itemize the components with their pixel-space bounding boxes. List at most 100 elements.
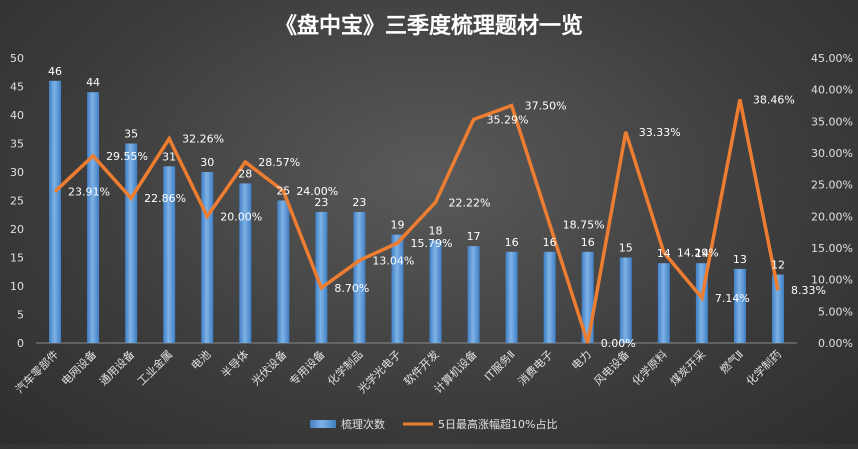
bar-value-label: 30 bbox=[200, 156, 214, 169]
y-right-tick-label: 35.00% bbox=[811, 115, 853, 128]
bar bbox=[125, 143, 138, 343]
category-label: 光伏设备 bbox=[248, 347, 289, 388]
bar bbox=[391, 234, 404, 343]
bar-value-label: 19 bbox=[390, 219, 404, 232]
y-right-tick-label: 5.00% bbox=[818, 305, 853, 318]
line-value-label: 23.91% bbox=[68, 186, 110, 199]
bar bbox=[201, 172, 214, 343]
category-label: 工业金属 bbox=[134, 347, 175, 388]
category-label: 煤炭开采 bbox=[668, 348, 708, 388]
category-label: 专用设备 bbox=[286, 347, 327, 388]
category-label: 风电设备 bbox=[591, 347, 632, 388]
bar bbox=[467, 246, 480, 343]
bar-value-label: 16 bbox=[581, 236, 595, 249]
line-value-label: 38.46% bbox=[753, 93, 795, 106]
bar bbox=[429, 240, 442, 343]
bar-value-label: 23 bbox=[314, 196, 328, 209]
y-right-tick-label: 45.00% bbox=[811, 52, 853, 65]
line-value-label: 28.57% bbox=[258, 156, 300, 169]
line-value-label: 18.75% bbox=[563, 218, 605, 231]
bar bbox=[353, 211, 366, 343]
legend-bar-label: 梳理次数 bbox=[341, 417, 385, 431]
bar bbox=[315, 211, 328, 343]
line-series bbox=[53, 99, 780, 344]
bar bbox=[49, 80, 62, 344]
y-right-tick-label: 25.00% bbox=[811, 179, 853, 192]
category-label: IT服务Ⅱ bbox=[482, 348, 518, 384]
line-value-label: 24.00% bbox=[296, 185, 338, 198]
legend: 梳理次数 5日最高涨幅超10%占比 bbox=[310, 417, 557, 431]
bar-value-label: 23 bbox=[352, 196, 366, 209]
y-left-tick-label: 5 bbox=[17, 309, 24, 322]
category-label: 半导体 bbox=[218, 347, 251, 380]
category-label: 电网设备 bbox=[58, 347, 99, 388]
bar-value-label: 13 bbox=[733, 253, 747, 266]
y-left-tick-label: 50 bbox=[10, 52, 24, 65]
line-value-label: 8.33% bbox=[791, 284, 826, 297]
bar-value-label: 15 bbox=[619, 242, 633, 255]
y-left-tick-label: 45 bbox=[10, 81, 24, 94]
bar-value-label: 12 bbox=[771, 259, 785, 272]
y-left-tick-label: 25 bbox=[10, 195, 24, 208]
bar bbox=[619, 257, 632, 343]
y-right-tick-label: 30.00% bbox=[811, 147, 853, 160]
bar-value-label: 17 bbox=[467, 230, 481, 243]
bar bbox=[771, 274, 784, 343]
line-value-label: 35.29% bbox=[487, 113, 529, 126]
y-left-tick-label: 15 bbox=[10, 252, 24, 265]
category-label: 汽车零部件 bbox=[12, 347, 61, 396]
line-value-label: 20.00% bbox=[220, 210, 262, 223]
line-value-label: 8.70% bbox=[334, 282, 369, 295]
y-right-tick-label: 10.00% bbox=[811, 274, 853, 287]
bar-value-label: 46 bbox=[48, 65, 62, 78]
bar-value-label: 44 bbox=[86, 76, 100, 89]
y-left-tick-label: 0 bbox=[17, 337, 24, 350]
y-left-tick-label: 20 bbox=[10, 223, 24, 236]
bar bbox=[277, 200, 290, 343]
y-right-tick-label: 0.00% bbox=[818, 337, 853, 350]
bar bbox=[239, 183, 252, 343]
bar bbox=[87, 92, 100, 343]
bar-value-label: 16 bbox=[505, 236, 519, 249]
y-left-tick-label: 10 bbox=[10, 280, 24, 293]
line-value-label: 22.22% bbox=[449, 196, 491, 209]
bar-value-label: 16 bbox=[543, 236, 557, 249]
category-label: 通用设备 bbox=[96, 347, 137, 388]
bar-value-label: 31 bbox=[162, 150, 176, 163]
y-left-tick-label: 35 bbox=[10, 138, 24, 151]
category-label: 化学制药 bbox=[743, 347, 784, 388]
line-value-label: 29.55% bbox=[106, 150, 148, 163]
legend-bar-swatch bbox=[310, 420, 336, 428]
category-label: 消费电子 bbox=[515, 347, 556, 388]
line-value-label: 33.33% bbox=[639, 126, 681, 139]
bar-value-label: 14 bbox=[657, 247, 671, 260]
y-right-tick-label: 40.00% bbox=[811, 84, 853, 97]
y-right-tick-label: 15.00% bbox=[811, 242, 853, 255]
line-value-label: 15.79% bbox=[410, 237, 452, 250]
category-label: 电池 bbox=[189, 348, 214, 373]
category-label: 燃气Ⅱ bbox=[717, 347, 746, 376]
line-value-label: 13.04% bbox=[372, 254, 414, 267]
line-value-label: 37.50% bbox=[525, 100, 567, 113]
bar-value-label: 14 bbox=[695, 247, 709, 260]
category-label: 化学原料 bbox=[629, 347, 670, 388]
y-left-tick-label: 40 bbox=[10, 109, 24, 122]
line-value-label: 0.00% bbox=[601, 337, 636, 350]
line-value-label: 32.26% bbox=[182, 133, 224, 146]
bar bbox=[505, 251, 518, 343]
bar bbox=[543, 251, 556, 343]
bar bbox=[657, 263, 670, 343]
bar-value-label: 28 bbox=[238, 167, 252, 180]
bar-value-label: 18 bbox=[429, 224, 443, 237]
line-value-label: 22.86% bbox=[144, 192, 186, 205]
bar-value-label: 25 bbox=[276, 185, 290, 198]
category-label: 电力 bbox=[569, 348, 594, 373]
line-value-label: 7.14% bbox=[715, 292, 750, 305]
y-left-tick-label: 30 bbox=[10, 166, 24, 179]
bar bbox=[163, 166, 176, 343]
chart-title: 《盘中宝》三季度梳理题材一览 bbox=[275, 13, 583, 39]
bar bbox=[733, 268, 746, 343]
line-value-label: 14.29% bbox=[677, 246, 719, 259]
